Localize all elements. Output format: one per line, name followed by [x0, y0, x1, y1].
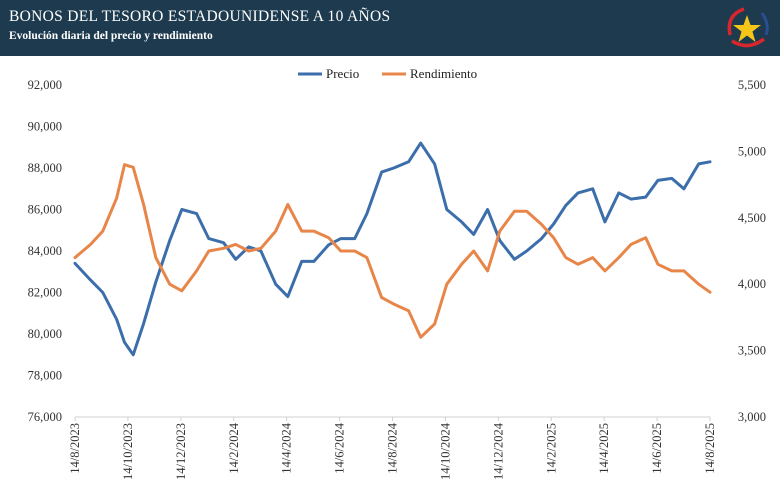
x-tick-label: 14/2/2025: [544, 423, 558, 474]
right-y-tick-label: 5,500: [738, 78, 766, 92]
right-y-axis: 3,000 3,500 4,000 4,500 5,000 5,500: [738, 78, 766, 424]
left-y-tick-label: 92,000: [28, 78, 62, 92]
left-y-tick-label: 76,000: [28, 410, 62, 424]
x-tick-label: 14/6/2024: [333, 422, 347, 473]
right-y-tick-label: 5,000: [738, 144, 766, 158]
series-lines: [73, 141, 712, 357]
series-line-precio: [73, 141, 712, 357]
left-y-tick-label: 86,000: [28, 203, 62, 217]
line-chart: 76,000 78,000 80,000 82,000 84,000 86,000 88,0…: [28, 66, 766, 480]
left-y-axis: 76,000 78,000 80,000 82,000 84,000 86,000 88,0…: [28, 78, 62, 424]
right-y-tick-label: 3,000: [738, 410, 766, 424]
x-tick-label: 14/8/2025: [703, 423, 717, 474]
x-tick-label: 14/12/2024: [491, 422, 505, 480]
right-y-tick-label: 4,000: [738, 277, 766, 291]
chart-legend: Precio Rendimiento: [298, 66, 477, 81]
legend-label: Precio: [326, 66, 359, 81]
x-tick-label: 14/6/2025: [650, 423, 664, 474]
legend-label: Rendimiento: [410, 66, 477, 81]
x-tick-label: 14/2/2024: [227, 422, 241, 473]
header-bar: BONOS DEL TESORO ESTADOUNIDENSE A 10 AÑO…: [0, 0, 780, 56]
x-axis: 14/8/2023 14/10/2023 14/12/2023 14/2/2024 14…: [68, 417, 717, 480]
x-tick-label: 14/10/2024: [438, 422, 452, 480]
page-title: BONOS DEL TESORO ESTADOUNIDENSE A 10 AÑO…: [9, 8, 391, 25]
right-y-tick-label: 4,500: [738, 211, 766, 225]
star-emblem-icon: [727, 7, 769, 48]
x-tick-label: 14/8/2023: [68, 423, 82, 474]
left-y-tick-label: 90,000: [28, 120, 62, 134]
page-subtitle: Evolución diaria del precio y rendimient…: [9, 30, 213, 42]
left-y-tick-label: 84,000: [28, 244, 62, 258]
series-line-rendimiento: [73, 163, 712, 339]
x-tick-label: 14/10/2023: [121, 423, 135, 480]
left-y-tick-label: 82,000: [28, 286, 62, 300]
left-y-tick-label: 88,000: [28, 161, 62, 175]
left-y-tick-label: 78,000: [28, 369, 62, 383]
right-y-tick-label: 3,500: [738, 344, 766, 358]
x-tick-label: 14/4/2025: [597, 423, 611, 474]
x-tick-label: 14/8/2024: [386, 422, 400, 473]
x-tick-label: 14/4/2024: [280, 422, 294, 473]
left-y-tick-label: 80,000: [28, 327, 62, 341]
x-tick-label: 14/12/2023: [174, 423, 188, 480]
